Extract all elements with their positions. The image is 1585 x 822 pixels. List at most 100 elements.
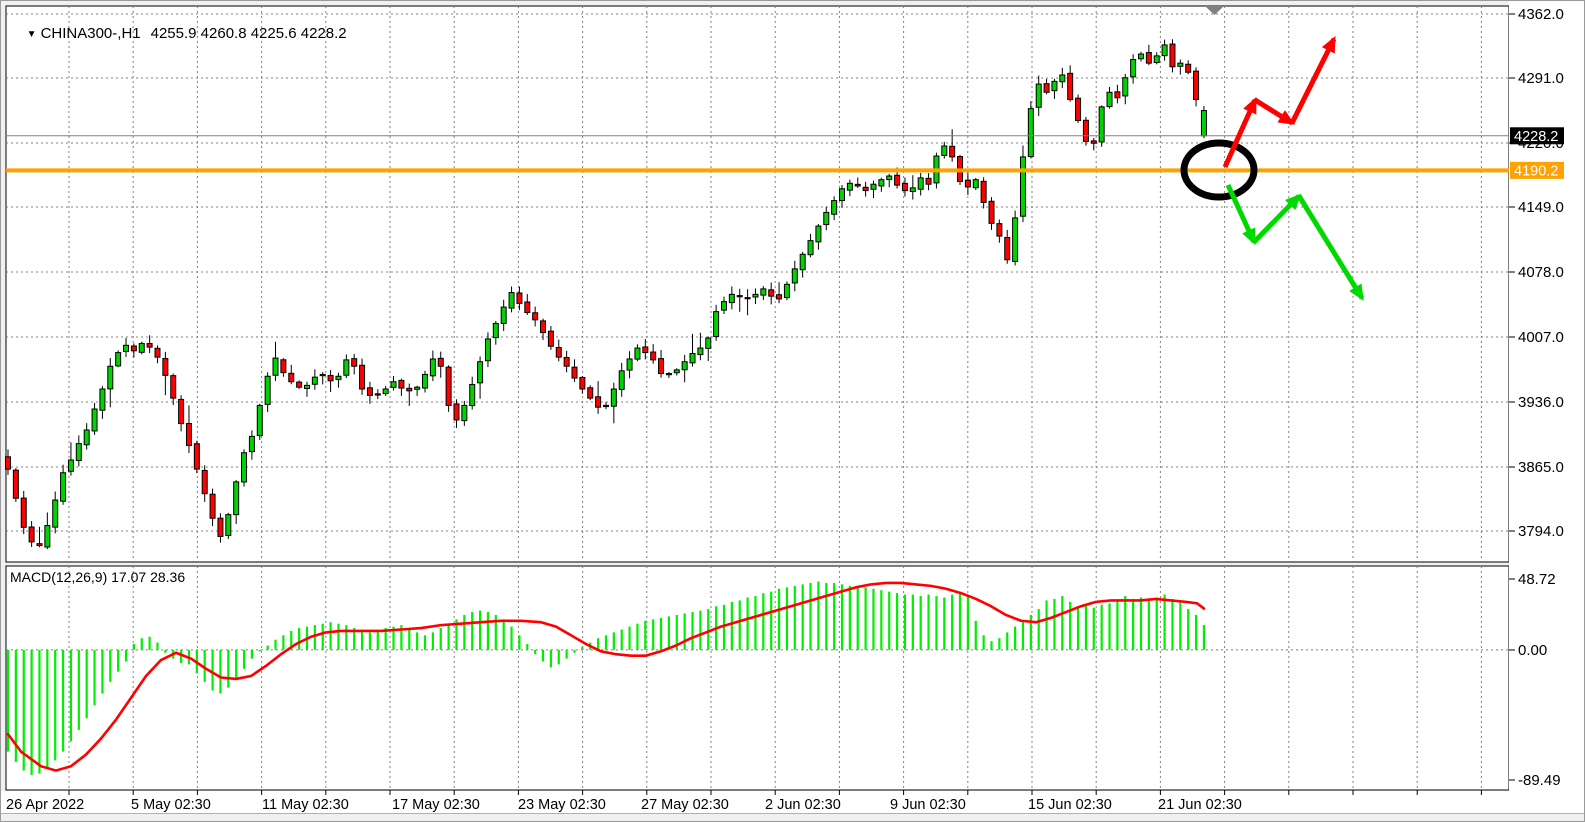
bullish-arrow-segment[interactable] bbox=[1253, 97, 1295, 126]
time-tick-label: 15 Jun 02:30 bbox=[1028, 797, 1112, 813]
candle bbox=[681, 361, 688, 371]
candle bbox=[123, 344, 130, 352]
bearish-arrow-segment[interactable] bbox=[1296, 194, 1365, 301]
candle bbox=[925, 177, 932, 185]
time-tick-label: 9 Jun 02:30 bbox=[890, 797, 966, 813]
candle bbox=[437, 357, 444, 367]
price-tick-label: 4149.0 bbox=[1518, 199, 1564, 216]
candle bbox=[658, 358, 665, 375]
candle bbox=[878, 179, 885, 187]
ohlc-values: 4255.9 4260.8 4225.6 4228.2 bbox=[150, 25, 347, 42]
candle bbox=[555, 346, 562, 358]
candle bbox=[720, 301, 727, 311]
candle bbox=[60, 472, 67, 502]
candle bbox=[296, 381, 303, 388]
candle bbox=[964, 179, 971, 188]
candle bbox=[406, 387, 413, 392]
candle bbox=[823, 211, 830, 226]
candle bbox=[382, 388, 389, 395]
candle bbox=[815, 225, 822, 243]
candle bbox=[1137, 53, 1144, 60]
candle bbox=[91, 408, 98, 432]
candle bbox=[12, 469, 19, 499]
candle bbox=[831, 200, 838, 215]
candle bbox=[799, 253, 806, 271]
candle bbox=[736, 295, 743, 298]
candle bbox=[359, 364, 366, 390]
candle bbox=[626, 358, 633, 371]
candle bbox=[870, 183, 877, 190]
candle bbox=[162, 358, 169, 376]
current-price-tag-text: 4228.2 bbox=[1514, 129, 1558, 145]
candle bbox=[1090, 140, 1097, 144]
candle bbox=[988, 200, 995, 224]
chart-title: ▼ CHINA300-,H1 4255.9 4260.8 4225.6 4228.2 bbox=[10, 8, 347, 59]
candle bbox=[634, 347, 641, 360]
hline-price-tag-text: 4190.2 bbox=[1514, 163, 1558, 179]
candle bbox=[233, 481, 240, 516]
candle bbox=[366, 387, 373, 396]
bearish-arrow-segment[interactable] bbox=[1225, 183, 1257, 246]
bullish-scenario-arrows[interactable] bbox=[1222, 35, 1337, 169]
candle bbox=[839, 188, 846, 202]
candle bbox=[1145, 52, 1152, 64]
candle bbox=[547, 330, 554, 347]
macd-panel[interactable] bbox=[5, 565, 1510, 791]
candle bbox=[469, 383, 476, 407]
candle bbox=[484, 338, 491, 362]
time-axis-strip[interactable] bbox=[1, 791, 1509, 813]
candle bbox=[744, 297, 751, 300]
candle bbox=[1114, 91, 1121, 99]
bearish-arrow-segment[interactable] bbox=[1252, 193, 1302, 244]
candle bbox=[949, 145, 956, 158]
candle bbox=[44, 525, 51, 548]
candle bbox=[1185, 63, 1192, 73]
candle bbox=[52, 499, 59, 528]
candle bbox=[563, 356, 570, 367]
candle bbox=[1153, 55, 1160, 64]
candle bbox=[146, 343, 153, 348]
price-axis[interactable]: 4362.04291.04220.04149.04078.04007.03936… bbox=[1509, 6, 1564, 789]
price-panel[interactable] bbox=[5, 5, 1510, 563]
price-tick-label: 3794.0 bbox=[1518, 523, 1564, 540]
candle bbox=[807, 240, 814, 256]
candle bbox=[1059, 74, 1066, 83]
macd-indicator-text: MACD(12,26,9) 17.07 28.36 bbox=[10, 569, 186, 585]
candle bbox=[610, 388, 617, 407]
candle bbox=[595, 396, 602, 408]
candle bbox=[540, 320, 547, 334]
candle bbox=[170, 375, 177, 399]
candle bbox=[1098, 106, 1105, 143]
candle bbox=[705, 337, 712, 349]
candle bbox=[154, 347, 161, 358]
candle bbox=[138, 342, 145, 353]
symbol-dropdown-icon: ▼ bbox=[26, 29, 37, 40]
candle bbox=[516, 292, 523, 304]
candle bbox=[280, 359, 287, 374]
candle bbox=[83, 429, 90, 446]
series-end-marker-icon bbox=[1206, 7, 1223, 15]
candle bbox=[1012, 217, 1019, 262]
bearish-scenario-arrows[interactable] bbox=[1225, 183, 1365, 301]
candle bbox=[28, 526, 35, 543]
price-tick-label: 3936.0 bbox=[1518, 394, 1564, 411]
candle bbox=[1169, 43, 1176, 68]
candle bbox=[618, 370, 625, 390]
price-tick-label: 4007.0 bbox=[1518, 329, 1564, 346]
candle bbox=[398, 379, 405, 389]
highlight-ellipse-annotation[interactable] bbox=[1180, 139, 1258, 201]
candle bbox=[256, 404, 263, 437]
bullish-arrow-segment[interactable] bbox=[1222, 96, 1258, 169]
candle bbox=[248, 435, 255, 453]
candle bbox=[178, 398, 185, 425]
candle bbox=[894, 174, 901, 186]
candle bbox=[917, 177, 924, 190]
candle bbox=[579, 376, 586, 390]
price-tick-label: 4078.0 bbox=[1518, 264, 1564, 281]
time-axis[interactable]: 26 Apr 2022 5 May 02:30 11 May 02:30 17 May… bbox=[6, 790, 1482, 813]
macd-tick-label: 48.72 bbox=[1518, 571, 1556, 588]
candle bbox=[791, 268, 798, 284]
bullish-arrow-segment[interactable] bbox=[1289, 35, 1337, 125]
candle bbox=[335, 375, 342, 381]
